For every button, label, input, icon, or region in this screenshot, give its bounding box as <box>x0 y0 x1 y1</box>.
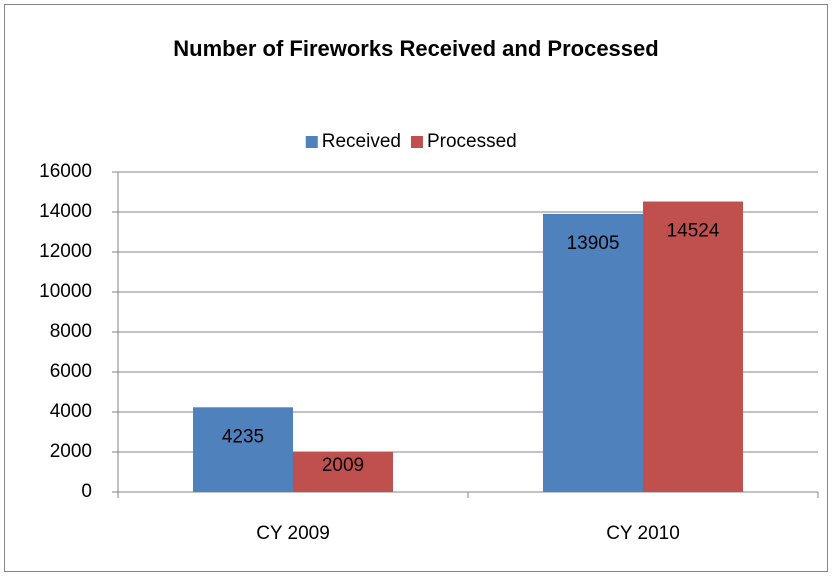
chart-title: Number of Fireworks Received and Process… <box>173 36 658 61</box>
data-label: 14524 <box>667 221 720 242</box>
legend-swatch <box>410 136 423 148</box>
y-tick-label: 6000 <box>50 361 92 382</box>
y-tick-label: 10000 <box>39 281 92 302</box>
y-tick-label: 2000 <box>50 441 92 462</box>
data-label: 2009 <box>322 455 364 476</box>
x-tick-label: CY 2010 <box>606 523 680 544</box>
y-tick-label: 16000 <box>39 161 92 182</box>
legend-swatch <box>305 136 318 148</box>
y-tick-label: 4000 <box>50 401 92 422</box>
bar <box>643 201 743 492</box>
y-tick-label: 12000 <box>39 241 92 262</box>
y-tick-label: 14000 <box>39 201 92 222</box>
x-tick-label: CY 2009 <box>256 523 330 544</box>
legend-label: Processed <box>427 131 517 152</box>
y-tick-label: 8000 <box>50 321 92 342</box>
bar <box>293 451 393 492</box>
data-label: 13905 <box>567 233 620 254</box>
data-label: 4235 <box>222 426 264 447</box>
bar <box>193 407 293 492</box>
y-tick-label: 0 <box>81 481 92 502</box>
bar <box>543 213 643 492</box>
legend-label: Received <box>322 131 401 152</box>
